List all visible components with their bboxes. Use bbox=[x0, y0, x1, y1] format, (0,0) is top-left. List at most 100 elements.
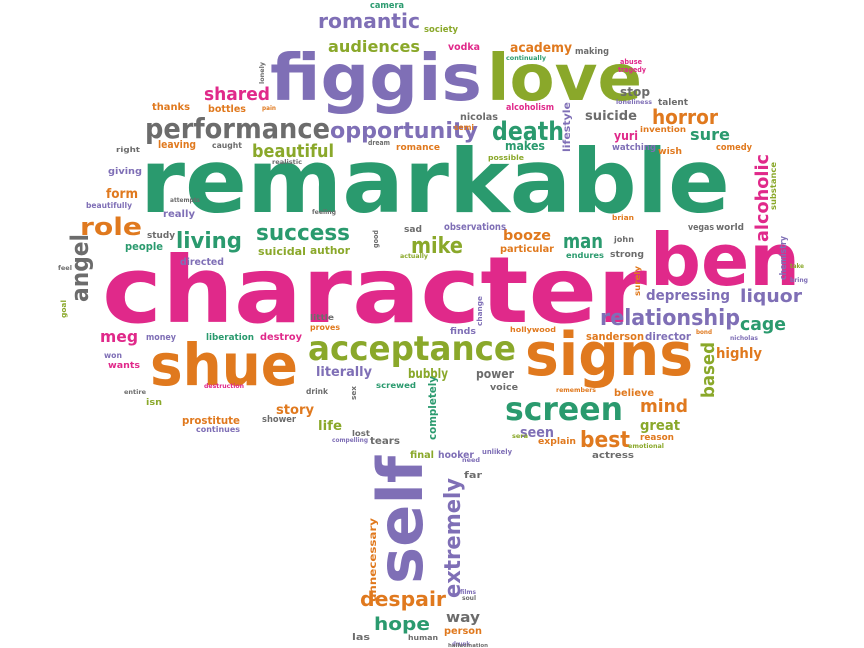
word-prostitute: prostitute bbox=[182, 414, 240, 427]
word-angel: angel bbox=[66, 234, 94, 302]
word-right: right bbox=[116, 146, 141, 154]
word-hollywood: hollywood bbox=[510, 326, 556, 334]
word-far: far bbox=[464, 471, 483, 481]
word-bring: bring bbox=[790, 277, 808, 284]
word-nicolas: nicolas bbox=[460, 112, 498, 123]
word-yuri: yuri bbox=[614, 129, 638, 143]
word-lifestyle: lifestyle bbox=[562, 102, 573, 152]
word-substance: substance bbox=[769, 161, 778, 210]
word-alcoholic: alcoholic bbox=[752, 154, 773, 242]
word-leaving: leaving bbox=[158, 138, 196, 151]
word-form: form bbox=[106, 187, 138, 202]
word-sure: sure bbox=[690, 125, 730, 144]
word-ben: ben bbox=[650, 218, 800, 302]
word-observations: observations bbox=[444, 222, 506, 233]
word-lonely: lonely bbox=[259, 62, 266, 84]
word-performance: performance bbox=[145, 112, 330, 145]
word-reason: reason bbox=[640, 433, 674, 443]
word-acceptance: acceptance bbox=[308, 329, 516, 369]
word-sex: sex bbox=[350, 386, 358, 400]
word-completely: completely bbox=[426, 376, 439, 440]
word-caught: caught bbox=[212, 141, 242, 150]
word-love: love bbox=[487, 42, 642, 116]
word-mind: mind bbox=[640, 396, 688, 417]
word-depressing: depressing bbox=[646, 288, 730, 304]
word-liberation: liberation bbox=[206, 333, 254, 343]
word-isn: isn bbox=[146, 398, 162, 408]
word-sanderson: sanderson bbox=[586, 330, 644, 343]
word-explain: explain bbox=[538, 437, 576, 447]
word-suicide: suicide bbox=[585, 109, 637, 124]
word-drunk: drunk bbox=[452, 641, 471, 648]
word-opportunity: opportunity bbox=[330, 119, 478, 144]
word-man: man bbox=[563, 229, 603, 253]
word-need: need bbox=[462, 457, 480, 464]
word-beautiful: beautiful bbox=[252, 141, 334, 162]
word-meg: meg bbox=[100, 327, 138, 346]
word-attempts: attempts bbox=[170, 197, 200, 204]
word-nicholas: nicholas bbox=[730, 335, 758, 342]
word-wish: wish bbox=[658, 147, 682, 157]
word-watching: watching bbox=[612, 143, 656, 153]
word-really: really bbox=[163, 209, 195, 220]
word-cage: cage bbox=[740, 314, 786, 335]
word-despair: despair bbox=[360, 587, 446, 611]
word-emotional: emotional bbox=[628, 443, 664, 450]
word-sera: sera bbox=[512, 433, 528, 440]
word-hallucination: hallucination bbox=[448, 643, 488, 648]
word-invention: invention bbox=[640, 125, 686, 134]
word-comedy: comedy bbox=[716, 143, 752, 153]
word-continually: continually bbox=[506, 55, 546, 62]
word-endures: endures bbox=[566, 251, 604, 260]
word-particular: particular bbox=[500, 244, 554, 255]
word-remarkable: remarkable bbox=[140, 130, 730, 233]
word-extremely: extremely bbox=[441, 478, 466, 598]
word-directed: directed bbox=[180, 257, 224, 268]
word-camera: camera bbox=[370, 1, 404, 11]
word-power: power bbox=[476, 367, 514, 381]
word-vegas: vegas bbox=[688, 223, 714, 233]
word-pain: pain bbox=[262, 105, 276, 112]
word-loneliness: loneliness bbox=[616, 99, 652, 106]
word-way: way bbox=[446, 610, 480, 626]
word-suicidal: suicidal bbox=[258, 245, 306, 258]
word-shared: shared bbox=[204, 84, 270, 105]
word-booze: booze bbox=[503, 228, 551, 244]
word-human: human bbox=[408, 634, 438, 642]
word-las: las bbox=[352, 633, 370, 643]
word-films: films bbox=[460, 589, 476, 596]
word-bond: bond bbox=[696, 329, 712, 336]
word-seen: seen bbox=[520, 425, 554, 441]
word-won: won bbox=[104, 351, 122, 360]
word-feeling: feeling bbox=[312, 209, 336, 216]
word-best: best bbox=[580, 428, 630, 453]
word-drink: drink bbox=[306, 387, 329, 396]
word-mike: mike bbox=[411, 234, 463, 259]
word-horror: horror bbox=[652, 105, 718, 129]
word-compelling: compelling bbox=[332, 437, 368, 444]
word-final: final bbox=[410, 450, 434, 461]
word-relationship: relationship bbox=[600, 306, 740, 331]
word-change: change bbox=[476, 296, 484, 326]
word-screen: screen bbox=[505, 390, 623, 428]
word-director: director bbox=[645, 330, 692, 343]
word-people: people bbox=[125, 240, 163, 253]
word-world: world bbox=[716, 223, 744, 233]
word-actress: actress bbox=[592, 451, 634, 461]
word-character: character bbox=[102, 237, 648, 344]
word-living: living bbox=[176, 229, 242, 254]
word-proves: proves bbox=[310, 323, 340, 332]
word-beautifully: beautifully bbox=[86, 201, 133, 210]
word-romantic: romantic bbox=[318, 9, 420, 33]
word-good: good bbox=[372, 230, 380, 248]
word-thanks: thanks bbox=[152, 102, 190, 113]
word-possible: possible bbox=[488, 154, 524, 162]
word-entire: entire bbox=[124, 389, 146, 396]
word-bubbly: bubbly bbox=[408, 367, 448, 382]
word-romance: romance bbox=[396, 143, 440, 153]
word-john: john bbox=[613, 235, 634, 244]
word-great: great bbox=[640, 418, 680, 434]
word-goal: goal bbox=[60, 300, 68, 318]
word-believe: believe bbox=[614, 388, 654, 399]
word-dream: dream bbox=[368, 139, 390, 147]
